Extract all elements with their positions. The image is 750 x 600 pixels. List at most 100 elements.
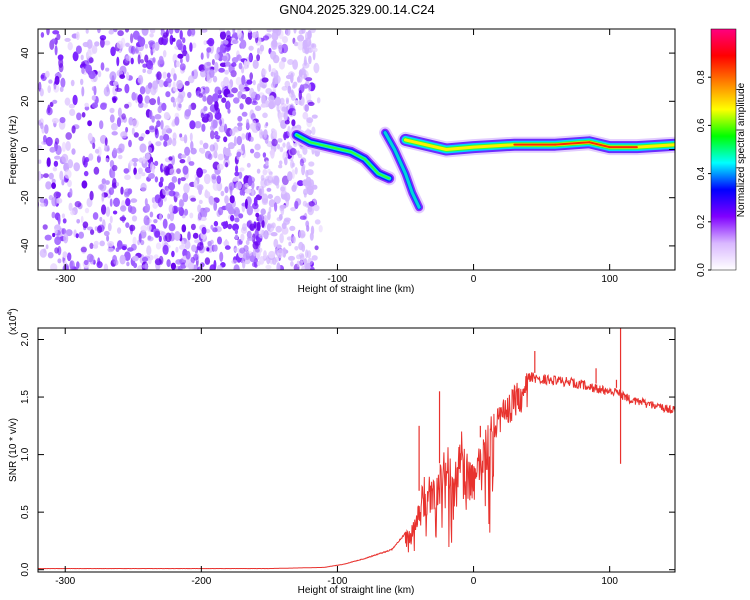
noise-speck [51, 178, 56, 184]
noise-speck [80, 215, 84, 224]
noise-speck [247, 236, 254, 241]
noise-speck [238, 213, 244, 219]
noise-speck [224, 148, 231, 157]
noise-speck [257, 47, 260, 55]
noise-speck [233, 206, 240, 217]
noise-speck [207, 240, 212, 247]
noise-speck [188, 104, 192, 113]
spectrogram-x-tick-label: -300 [55, 274, 75, 285]
noise-speck [162, 244, 169, 255]
noise-speck [241, 133, 246, 140]
noise-speck [201, 226, 207, 235]
noise-speck [171, 37, 176, 42]
noise-speck [140, 182, 147, 192]
noise-speck [67, 179, 72, 188]
noise-speck [281, 222, 287, 230]
noise-speck [214, 131, 219, 136]
noise-speck [133, 167, 137, 176]
colorbar-tick-label: 0.6 [696, 118, 707, 132]
noise-speck [163, 140, 168, 147]
noise-speck [237, 238, 241, 246]
noise-speck [196, 167, 204, 178]
spectrogram-traces [289, 126, 675, 214]
noise-speck [67, 159, 74, 169]
spectrogram-y-tick-label: 40 [20, 47, 31, 59]
noise-speck [207, 37, 215, 47]
noise-speck [132, 255, 139, 262]
snr-x-label: Height of straight line (km) [298, 585, 415, 596]
noise-speck [183, 208, 189, 216]
noise-speck [179, 30, 183, 40]
noise-speck [247, 29, 252, 33]
noise-speck [236, 151, 242, 158]
noise-speck [253, 151, 261, 159]
noise-speck [245, 239, 250, 246]
snr-plot-area [38, 328, 675, 572]
noise-speck [151, 115, 155, 123]
noise-speck [267, 168, 271, 174]
noise-speck [225, 162, 229, 168]
noise-speck [306, 169, 314, 176]
steady-trace-peak [554, 141, 591, 146]
noise-speck [226, 100, 230, 110]
noise-speck [283, 111, 288, 121]
noise-speck [277, 248, 284, 259]
noise-speck [38, 144, 43, 151]
noise-speck [271, 39, 278, 48]
noise-speck [137, 167, 143, 175]
noise-speck [163, 133, 170, 142]
snr-x-tick-label: 0 [471, 576, 477, 587]
noise-speck [158, 56, 164, 65]
noise-speck [134, 173, 142, 180]
noise-speck [305, 92, 312, 102]
noise-speck [250, 148, 255, 154]
noise-speck [101, 192, 105, 202]
noise-speck [113, 197, 120, 207]
noise-speck [298, 100, 302, 106]
noise-speck [191, 70, 195, 77]
noise-speck [93, 240, 99, 247]
noise-speck [63, 263, 70, 270]
noise-speck [141, 29, 149, 36]
noise-speck [91, 86, 97, 92]
noise-speck [261, 68, 267, 76]
noise-speck [251, 31, 259, 39]
noise-speck [160, 231, 166, 236]
noise-speck [65, 229, 73, 237]
noise-speck [246, 205, 253, 216]
noise-speck [107, 247, 114, 253]
noise-speck [101, 204, 107, 215]
noise-speck [142, 103, 148, 108]
noise-speck [94, 148, 100, 154]
noise-speck [42, 224, 48, 230]
noise-speck [202, 142, 209, 149]
noise-speck [233, 97, 240, 104]
noise-speck [81, 61, 86, 67]
noise-speck [174, 116, 180, 126]
noise-speck [168, 156, 173, 161]
noise-speck [52, 166, 58, 172]
noise-speck [306, 185, 314, 196]
noise-speck [100, 62, 105, 71]
noise-speck [184, 146, 191, 156]
noise-speck [53, 160, 59, 167]
noise-speck [145, 84, 151, 95]
noise-speck [114, 259, 119, 266]
noise-speck [132, 236, 137, 246]
noise-speck [71, 148, 76, 155]
noise-speck [146, 245, 152, 256]
spectrogram-y-tick-label: 20 [20, 95, 31, 107]
noise-speck [209, 125, 215, 131]
colorbar-tick-label: 0.8 [696, 70, 707, 84]
noise-speck [235, 165, 239, 173]
noise-speck [53, 83, 60, 93]
noise-speck [196, 184, 204, 191]
noise-speck [68, 103, 75, 109]
noise-speck [210, 224, 214, 230]
noise-speck [306, 117, 314, 124]
noise-speck [64, 37, 71, 42]
noise-speck [221, 97, 227, 103]
noise-speck [296, 260, 300, 268]
noise-speck [72, 94, 78, 106]
